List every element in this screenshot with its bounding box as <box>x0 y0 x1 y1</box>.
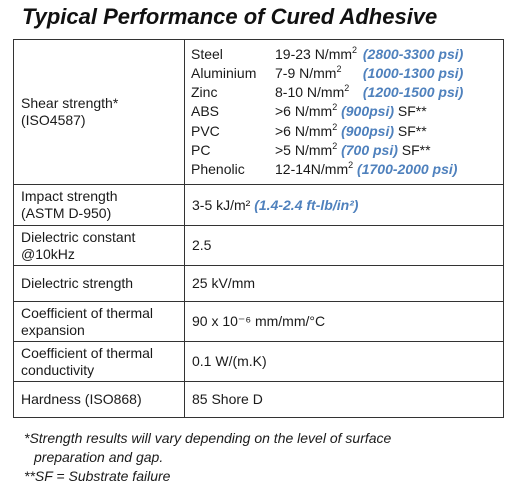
property-cell: Dielectric strength <box>13 265 185 302</box>
property-value: 2.5 <box>192 237 212 253</box>
table-row-dielectric-strength: Dielectric strength 25 kV/mm <box>13 265 504 302</box>
value-cell: 0.1 W/(m.K) <box>184 341 504 382</box>
shear-row-pc: PC >5 N/mm2 (700 psi) SF** <box>191 141 503 160</box>
property-value: 0.1 W/(m.K) <box>192 353 267 369</box>
table-row-dielectric-constant: Dielectric constant @10kHz 2.5 <box>13 225 504 266</box>
property-standard: expansion <box>21 321 85 338</box>
imperial-value: (1.4-2.4 ft-lb/in²) <box>254 196 359 213</box>
value-cell: 25 kV/mm <box>184 265 504 302</box>
performance-table: Shear strength* (ISO4587) Steel 19-23 N/… <box>13 39 504 418</box>
failure-suffix: SF** <box>397 122 427 139</box>
footnote-strength: *Strength results will vary depending on… <box>24 429 504 467</box>
page-title: Typical Performance of Cured Adhesive <box>22 4 438 29</box>
material-name: PVC <box>191 122 220 139</box>
property-standard: @10kHz <box>21 245 75 262</box>
material-name: Zinc <box>191 84 218 101</box>
value-text: >6 N/mm <box>275 122 333 139</box>
imperial-value: (900psi) <box>341 122 395 139</box>
imperial-value: (1000-1300 psi) <box>362 64 464 81</box>
table-row-thermal-conductivity: Coefficient of thermal conductivity 0.1 … <box>13 341 504 382</box>
property-label: Dielectric constant <box>21 228 136 245</box>
material-value: >6 N/mm2 (900psi) SF** <box>275 102 427 120</box>
material-value: >5 N/mm2 (700 psi) SF** <box>275 141 431 159</box>
shear-strength-subtable: Steel 19-23 N/mm2 (2800-3300 psi) Alumin… <box>191 44 503 179</box>
shear-row-pvc: PVC >6 N/mm2 (900psi) SF** <box>191 122 503 141</box>
material-value: 7-9 N/mm2 (1000-1300 psi) <box>275 63 464 81</box>
failure-suffix: SF** <box>397 103 427 120</box>
material-name: ABS <box>191 103 220 120</box>
value-cell: 3-5 kJ/m² (1.4-2.4 ft-lb/in²) <box>184 184 504 226</box>
property-cell: Hardness (ISO868) <box>13 381 185 418</box>
imperial-value: (700 psi) <box>341 142 398 159</box>
footnotes: *Strength results will vary depending on… <box>24 429 504 486</box>
material-name: Steel <box>191 45 223 62</box>
material-name: Phenolic <box>191 161 245 178</box>
property-value: 85 Shore D <box>192 391 263 407</box>
material-value: 8-10 N/mm2 (1200-1500 psi) <box>275 83 464 101</box>
shear-row-abs: ABS >6 N/mm2 (900psi) SF** <box>191 102 503 121</box>
shear-row-phenolic: Phenolic 12-14N/mm2 (1700-2000 psi) <box>191 160 503 179</box>
value-text: 7-9 N/mm <box>275 64 337 81</box>
property-label: Impact strength <box>21 188 118 204</box>
property-cell: Dielectric constant @10kHz <box>13 225 185 266</box>
imperial-value: (1200-1500 psi) <box>362 84 464 101</box>
value-cell: 2.5 <box>184 225 504 266</box>
material-name: Aluminium <box>191 64 257 81</box>
table-row-hardness: Hardness (ISO868) 85 Shore D <box>13 381 504 418</box>
footnote-text: *Strength results will vary depending on… <box>24 430 392 446</box>
value-text: 8-10 N/mm <box>275 84 345 101</box>
value-text: 19-23 N/mm <box>275 45 353 62</box>
value-cell: Steel 19-23 N/mm2 (2800-3300 psi) Alumin… <box>184 39 504 185</box>
property-label: Coefficient of thermal <box>21 344 154 361</box>
footnote-text: preparation and gap. <box>34 449 164 465</box>
material-name: PC <box>191 142 211 159</box>
value-cell: 90 x 10⁻⁶ mm/mm/°C <box>184 301 504 342</box>
property-cell: Coefficient of thermal conductivity <box>13 341 185 382</box>
material-value: >6 N/mm2 (900psi) SF** <box>275 121 427 139</box>
property-standard: (ASTM D-950) <box>21 205 112 221</box>
value-text: >5 N/mm <box>275 142 333 159</box>
property-cell: Coefficient of thermal expansion <box>13 301 185 342</box>
shear-row-aluminium: Aluminium 7-9 N/mm2 (1000-1300 psi) <box>191 64 503 83</box>
value-text: >6 N/mm <box>275 103 333 120</box>
table-row-shear-strength: Shear strength* (ISO4587) Steel 19-23 N/… <box>13 39 504 185</box>
property-label: Hardness (ISO868) <box>21 391 142 407</box>
value-text: 12-14N/mm <box>275 161 349 178</box>
imperial-value: (1700-2000 psi) <box>357 161 458 178</box>
property-label: Coefficient of thermal <box>21 304 154 321</box>
property-value: 90 x 10⁻⁶ mm/mm/°C <box>192 313 326 329</box>
property-cell: Impact strength (ASTM D-950) <box>13 184 185 226</box>
material-value: 19-23 N/mm2 (2800-3300 psi) <box>275 44 464 62</box>
shear-row-zinc: Zinc 8-10 N/mm2 (1200-1500 psi) <box>191 83 503 102</box>
footnote-sf: **SF = Substrate failure <box>24 468 171 484</box>
property-value: 3-5 kJ/m² <box>192 196 251 213</box>
table-row-impact-strength: Impact strength (ASTM D-950) 3-5 kJ/m² (… <box>13 184 504 226</box>
imperial-value: (2800-3300 psi) <box>362 45 464 62</box>
table-row-thermal-expansion: Coefficient of thermal expansion 90 x 10… <box>13 301 504 342</box>
failure-suffix: SF** <box>401 142 431 159</box>
property-standard: (ISO4587) <box>21 112 86 128</box>
shear-row-steel: Steel 19-23 N/mm2 (2800-3300 psi) <box>191 44 503 63</box>
property-standard: conductivity <box>21 361 95 378</box>
property-label: Dielectric strength <box>21 275 134 291</box>
imperial-value: (900psi) <box>341 103 395 120</box>
material-value: 12-14N/mm2 (1700-2000 psi) <box>275 160 458 178</box>
property-cell: Shear strength* (ISO4587) <box>13 39 185 185</box>
property-label: Shear strength* <box>21 95 119 111</box>
property-value: 25 kV/mm <box>192 275 256 291</box>
value-cell: 85 Shore D <box>184 381 504 418</box>
